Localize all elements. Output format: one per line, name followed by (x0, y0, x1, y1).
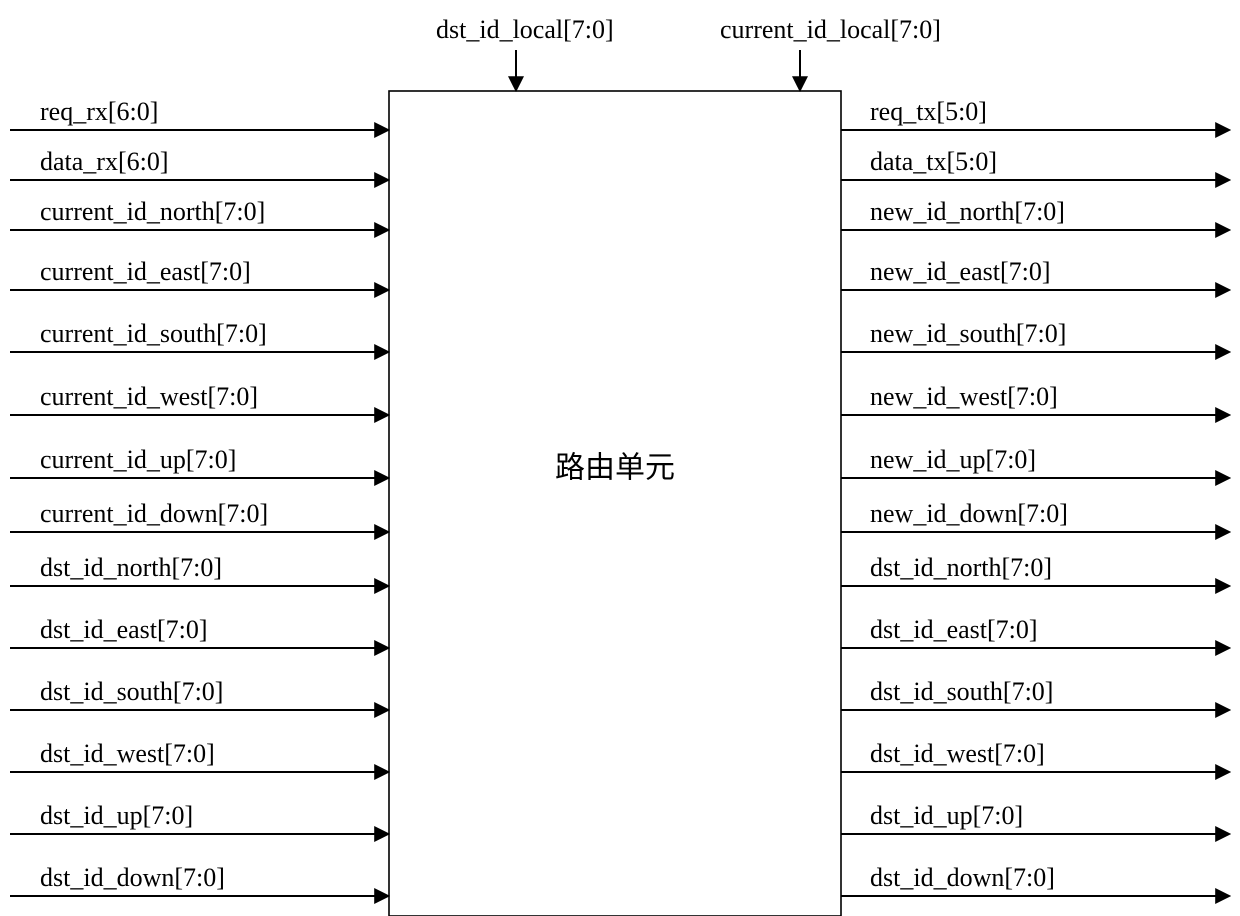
input-signal-label: current_id_west[7:0] (40, 382, 258, 411)
output-signal-label: dst_id_down[7:0] (870, 863, 1055, 892)
output-signal-label: dst_id_north[7:0] (870, 553, 1052, 582)
output-signal-label: dst_id_up[7:0] (870, 801, 1023, 830)
input-signal-label: current_id_up[7:0] (40, 445, 236, 474)
block-diagram: 路由单元 req_rx[6:0] data_rx[6:0] current_id_no… (0, 0, 1240, 916)
output-signal-label: new_id_east[7:0] (870, 257, 1051, 286)
input-signal-label: req_rx[6:0] (40, 97, 158, 126)
output-signal-label: new_id_north[7:0] (870, 197, 1065, 226)
output-signal-label: new_id_up[7:0] (870, 445, 1036, 474)
input-signal-label: current_id_south[7:0] (40, 319, 267, 348)
input-signal-label: current_id_east[7:0] (40, 257, 251, 286)
top-input-label: current_id_local[7:0] (720, 15, 941, 44)
output-signal-label: dst_id_south[7:0] (870, 677, 1053, 706)
input-signal-label: dst_id_down[7:0] (40, 863, 225, 892)
output-signal-label: dst_id_west[7:0] (870, 739, 1045, 768)
output-signal-label: data_tx[5:0] (870, 147, 997, 176)
input-signal-label: dst_id_south[7:0] (40, 677, 223, 706)
input-signal-label: dst_id_east[7:0] (40, 615, 208, 644)
top-input-label: dst_id_local[7:0] (436, 15, 614, 44)
output-signal-label: req_tx[5:0] (870, 97, 987, 126)
output-signal-label: new_id_down[7:0] (870, 499, 1068, 528)
input-signal-label: dst_id_north[7:0] (40, 553, 222, 582)
input-signal-label: data_rx[6:0] (40, 147, 169, 176)
input-signal-label: dst_id_west[7:0] (40, 739, 215, 768)
output-signal-label: new_id_south[7:0] (870, 319, 1066, 348)
input-signal-label: dst_id_up[7:0] (40, 801, 193, 830)
output-signal-label: new_id_west[7:0] (870, 382, 1058, 411)
input-signal-label: current_id_down[7:0] (40, 499, 268, 528)
input-signal-label: current_id_north[7:0] (40, 197, 265, 226)
output-signal-label: dst_id_east[7:0] (870, 615, 1038, 644)
routing-unit-block (389, 91, 841, 916)
routing-unit-label: 路由单元 (555, 451, 675, 484)
